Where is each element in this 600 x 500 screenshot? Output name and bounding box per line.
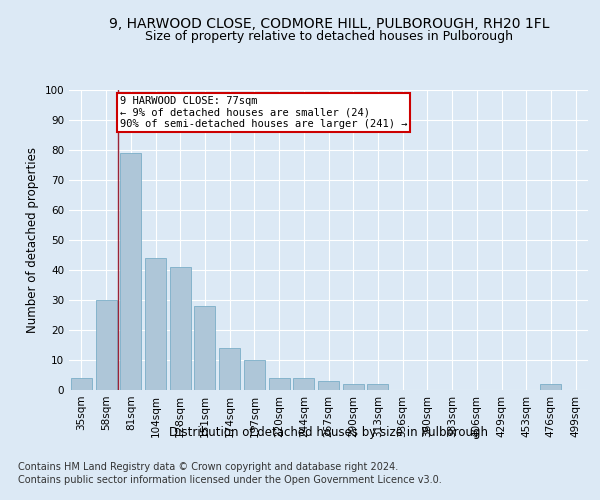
Bar bbox=[219, 348, 240, 390]
Bar bbox=[145, 258, 166, 390]
Bar bbox=[343, 384, 364, 390]
Bar bbox=[120, 153, 141, 390]
Bar bbox=[269, 378, 290, 390]
Bar bbox=[194, 306, 215, 390]
Text: Distribution of detached houses by size in Pulborough: Distribution of detached houses by size … bbox=[169, 426, 488, 439]
Bar bbox=[95, 300, 116, 390]
Bar bbox=[367, 384, 388, 390]
Bar bbox=[318, 381, 339, 390]
Text: 9 HARWOOD CLOSE: 77sqm
← 9% of detached houses are smaller (24)
90% of semi-deta: 9 HARWOOD CLOSE: 77sqm ← 9% of detached … bbox=[119, 96, 407, 129]
Y-axis label: Number of detached properties: Number of detached properties bbox=[26, 147, 39, 333]
Text: 9, HARWOOD CLOSE, CODMORE HILL, PULBOROUGH, RH20 1FL: 9, HARWOOD CLOSE, CODMORE HILL, PULBOROU… bbox=[109, 18, 549, 32]
Bar bbox=[170, 267, 191, 390]
Bar bbox=[541, 384, 562, 390]
Text: Contains public sector information licensed under the Open Government Licence v3: Contains public sector information licen… bbox=[18, 475, 442, 485]
Text: Size of property relative to detached houses in Pulborough: Size of property relative to detached ho… bbox=[145, 30, 513, 43]
Text: Contains HM Land Registry data © Crown copyright and database right 2024.: Contains HM Land Registry data © Crown c… bbox=[18, 462, 398, 472]
Bar bbox=[71, 378, 92, 390]
Bar bbox=[244, 360, 265, 390]
Bar bbox=[293, 378, 314, 390]
